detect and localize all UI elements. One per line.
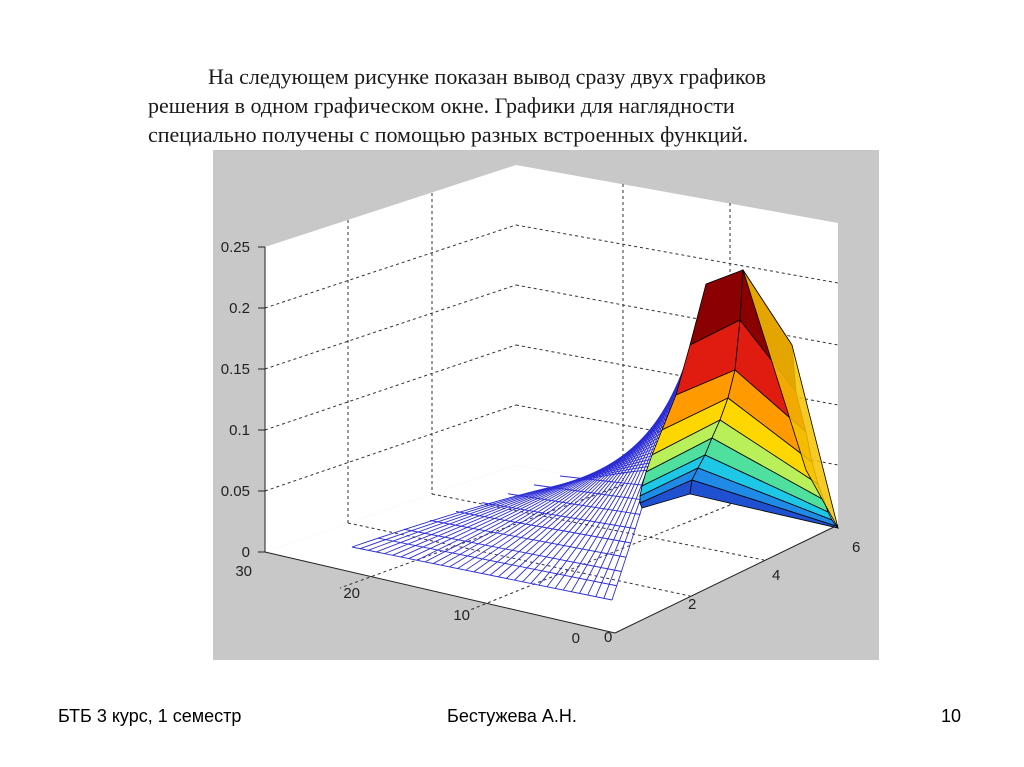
mesh-line [481, 502, 636, 530]
y-tick-label: 20 [343, 585, 360, 602]
axes-box [264, 247, 839, 634]
z-axis-ticks: 0 0.05 0.1 0.15 0.2 0.25 [221, 239, 265, 561]
x-tick-label: 6 [852, 539, 860, 556]
mesh-line [455, 511, 632, 544]
mesh-line [559, 475, 651, 487]
surface-plot [639, 268, 840, 529]
y-tick-label: 30 [235, 563, 252, 580]
mesh-line [507, 493, 641, 515]
slide-paragraph: На следующем рисунке показан вывод сразу… [148, 62, 918, 149]
mesh-line [429, 519, 627, 558]
x-tick-label: 4 [772, 567, 780, 584]
z-tick-label: 0.15 [221, 361, 250, 378]
mesh-line [533, 484, 646, 501]
z-tick-label: 0.25 [221, 239, 250, 256]
mesh-line [377, 537, 617, 587]
paragraph-line-1: На следующем рисунке показан вывод сразу… [208, 64, 767, 89]
x-axis-ticks: 0 2 4 6 [604, 539, 860, 646]
z-tick-label: 0.05 [221, 483, 250, 500]
mesh-line [403, 528, 622, 572]
axes-back-left-wall [265, 165, 516, 552]
mesh-line [351, 546, 613, 601]
paragraph-line-2: решения в одном графическом окне. График… [148, 93, 735, 118]
x-tick-label: 0 [604, 629, 612, 646]
footer-author: Бестужева А.Н. [447, 706, 577, 726]
x-tick-label: 2 [688, 596, 696, 613]
paragraph-line-3: специально получены с помощью разных вст… [148, 122, 749, 147]
z-tick-label: 0.2 [229, 300, 250, 317]
y-tick-label: 10 [453, 607, 470, 624]
footer-page-number: 10 [941, 706, 962, 726]
z-tick-label: 0 [242, 544, 250, 561]
y-axis-ticks: 30 20 10 0 [235, 563, 580, 647]
surface-wing [742, 269, 839, 529]
y-tick-label: 0 [572, 630, 580, 647]
axes-floor [265, 465, 838, 633]
z-tick-label: 0.1 [229, 422, 250, 439]
footer-course: БТБ 3 курс, 1 семестр [58, 706, 242, 726]
